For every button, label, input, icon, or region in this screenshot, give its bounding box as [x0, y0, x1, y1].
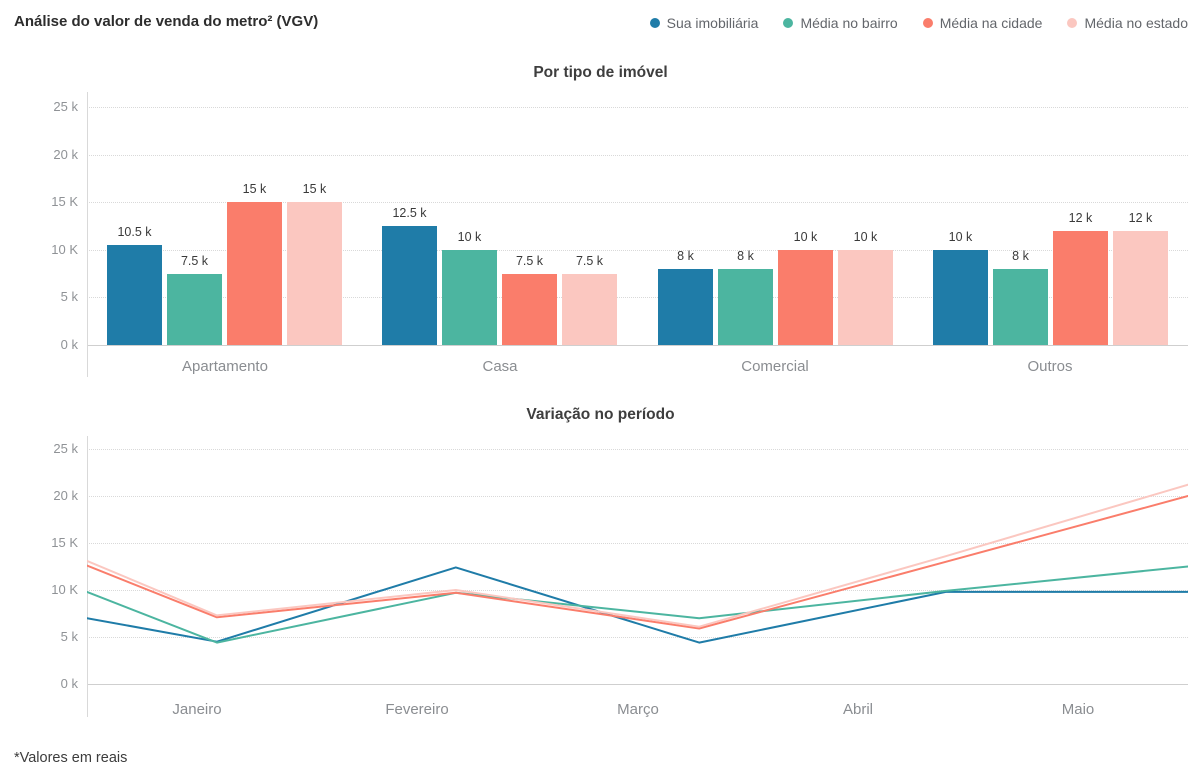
page-title: Análise do valor de venda do metro² (VGV… — [14, 13, 319, 30]
bar-casa-media-na-cidade[interactable] — [502, 274, 557, 345]
bar-outros-media-na-cidade[interactable] — [1053, 231, 1108, 345]
x-axis-category-label: Outros — [1027, 358, 1073, 375]
gridline — [87, 449, 1188, 450]
line-series-media-na-cidade — [87, 495, 1188, 630]
legend-item-media-na-cidade[interactable]: Média na cidade — [922, 15, 1043, 31]
line-series-sua-imobiliaria — [87, 566, 1188, 644]
bar-value-label: 7.5 k — [180, 254, 209, 268]
bar-value-label: 10 k — [457, 230, 482, 244]
bar-outros-media-no-estado[interactable] — [1113, 231, 1168, 345]
bar-value-label: 10 k — [793, 230, 818, 244]
x-axis-category-label: Casa — [482, 358, 518, 375]
line-chart-title: Variação no período — [526, 406, 675, 423]
y-axis-tick-label: 20 k — [53, 488, 78, 503]
legend-item-label: Média na cidade — [939, 15, 1043, 31]
legend-item-media-no-bairro[interactable]: Média no bairro — [783, 15, 898, 31]
bar-outros-sua-imobiliaria[interactable] — [933, 250, 988, 345]
line-series-media-no-estado — [87, 483, 1188, 628]
legend-item-sua-imobiliaria[interactable]: Sua imobiliária — [649, 15, 759, 31]
bar-value-label: 12 k — [1128, 211, 1153, 225]
bar-casa-media-no-estado[interactable] — [562, 274, 617, 345]
bar-chart-title: Por tipo de imóvel — [533, 64, 668, 81]
bar-value-label: 10.5 k — [117, 225, 152, 239]
legend-item-label: Sua imobiliária — [666, 15, 759, 31]
bar-value-label: 10 k — [948, 230, 973, 244]
gridline — [87, 637, 1188, 638]
x-axis-month-label: Maio — [1061, 701, 1095, 718]
legend-dot-media-no-bairro — [783, 18, 794, 28]
y-axis-line — [87, 92, 88, 377]
x-axis-line — [87, 345, 1188, 346]
bar-value-label: 12 k — [1068, 211, 1093, 225]
y-axis-line — [87, 436, 88, 717]
y-axis-tick-label: 20 k — [53, 147, 78, 162]
bar-outros-media-no-bairro[interactable] — [993, 269, 1048, 345]
gridline — [87, 297, 1188, 298]
bar-comercial-media-no-estado[interactable] — [838, 250, 893, 345]
bar-apartamento-media-na-cidade[interactable] — [227, 202, 282, 345]
bar-casa-sua-imobiliaria[interactable] — [382, 226, 437, 345]
x-axis-month-label: Março — [617, 701, 659, 718]
chart-legend: Sua imobiliária Média no bairro Média na c… — [649, 15, 1188, 31]
x-axis-month-label: Janeiro — [172, 701, 222, 718]
bar-casa-media-no-bairro[interactable] — [442, 250, 497, 345]
y-axis-tick-label: 0 k — [60, 337, 78, 352]
gridline — [87, 496, 1188, 497]
footnote-valores-em-reais: *Valores em reais — [14, 750, 128, 766]
gridline — [87, 590, 1188, 591]
line-series-media-no-bairro — [87, 565, 1188, 644]
x-axis-month-label: Fevereiro — [385, 701, 449, 718]
y-axis-tick-label: 10 K — [51, 242, 78, 257]
bar-value-label: 8 k — [677, 249, 694, 263]
x-axis-month-label: Abril — [842, 701, 873, 718]
gridline — [87, 543, 1188, 544]
legend-item-label: Média no estado — [1084, 15, 1188, 31]
y-axis-tick-label: 25 k — [53, 441, 78, 456]
x-axis-category-label: Apartamento — [182, 358, 268, 375]
y-axis-tick-label: 5 k — [60, 289, 78, 304]
line-plot-area — [87, 483, 1188, 644]
gridline — [87, 155, 1188, 156]
legend-item-media-no-estado[interactable]: Média no estado — [1067, 15, 1188, 31]
y-axis-tick-label: 15 K — [51, 535, 78, 550]
bar-value-label: 15 k — [242, 182, 267, 196]
bar-value-label: 10 k — [853, 230, 878, 244]
x-axis-category-label: Comercial — [741, 358, 809, 375]
y-axis-tick-label: 15 K — [51, 194, 78, 209]
gridline — [87, 250, 1188, 251]
y-axis-tick-label: 0 k — [60, 676, 78, 691]
bar-value-label: 7.5 k — [515, 254, 544, 268]
bar-value-label: 12.5 k — [392, 206, 427, 220]
bar-apartamento-media-no-bairro[interactable] — [167, 274, 222, 345]
x-axis-line — [87, 684, 1188, 685]
legend-dot-media-no-estado — [1067, 18, 1078, 28]
y-axis-tick-label: 5 k — [60, 629, 78, 644]
y-axis-tick-label: 25 k — [53, 99, 78, 114]
bar-apartamento-sua-imobiliaria[interactable] — [107, 245, 162, 345]
bar-value-label: 7.5 k — [575, 254, 604, 268]
bar-comercial-media-no-bairro[interactable] — [718, 269, 773, 345]
bar-comercial-sua-imobiliaria[interactable] — [658, 269, 713, 345]
gridline — [87, 202, 1188, 203]
legend-item-label: Média no bairro — [800, 15, 898, 31]
bar-value-label: 8 k — [1012, 249, 1029, 263]
bar-value-label: 15 k — [302, 182, 327, 196]
bar-apartamento-media-no-estado[interactable] — [287, 202, 342, 345]
legend-dot-media-na-cidade — [922, 18, 933, 28]
y-axis-tick-label: 10 K — [51, 582, 78, 597]
legend-dot-sua-imobiliaria — [649, 18, 660, 28]
gridline — [87, 107, 1188, 108]
bar-value-label: 8 k — [737, 249, 754, 263]
bar-comercial-media-na-cidade[interactable] — [778, 250, 833, 345]
